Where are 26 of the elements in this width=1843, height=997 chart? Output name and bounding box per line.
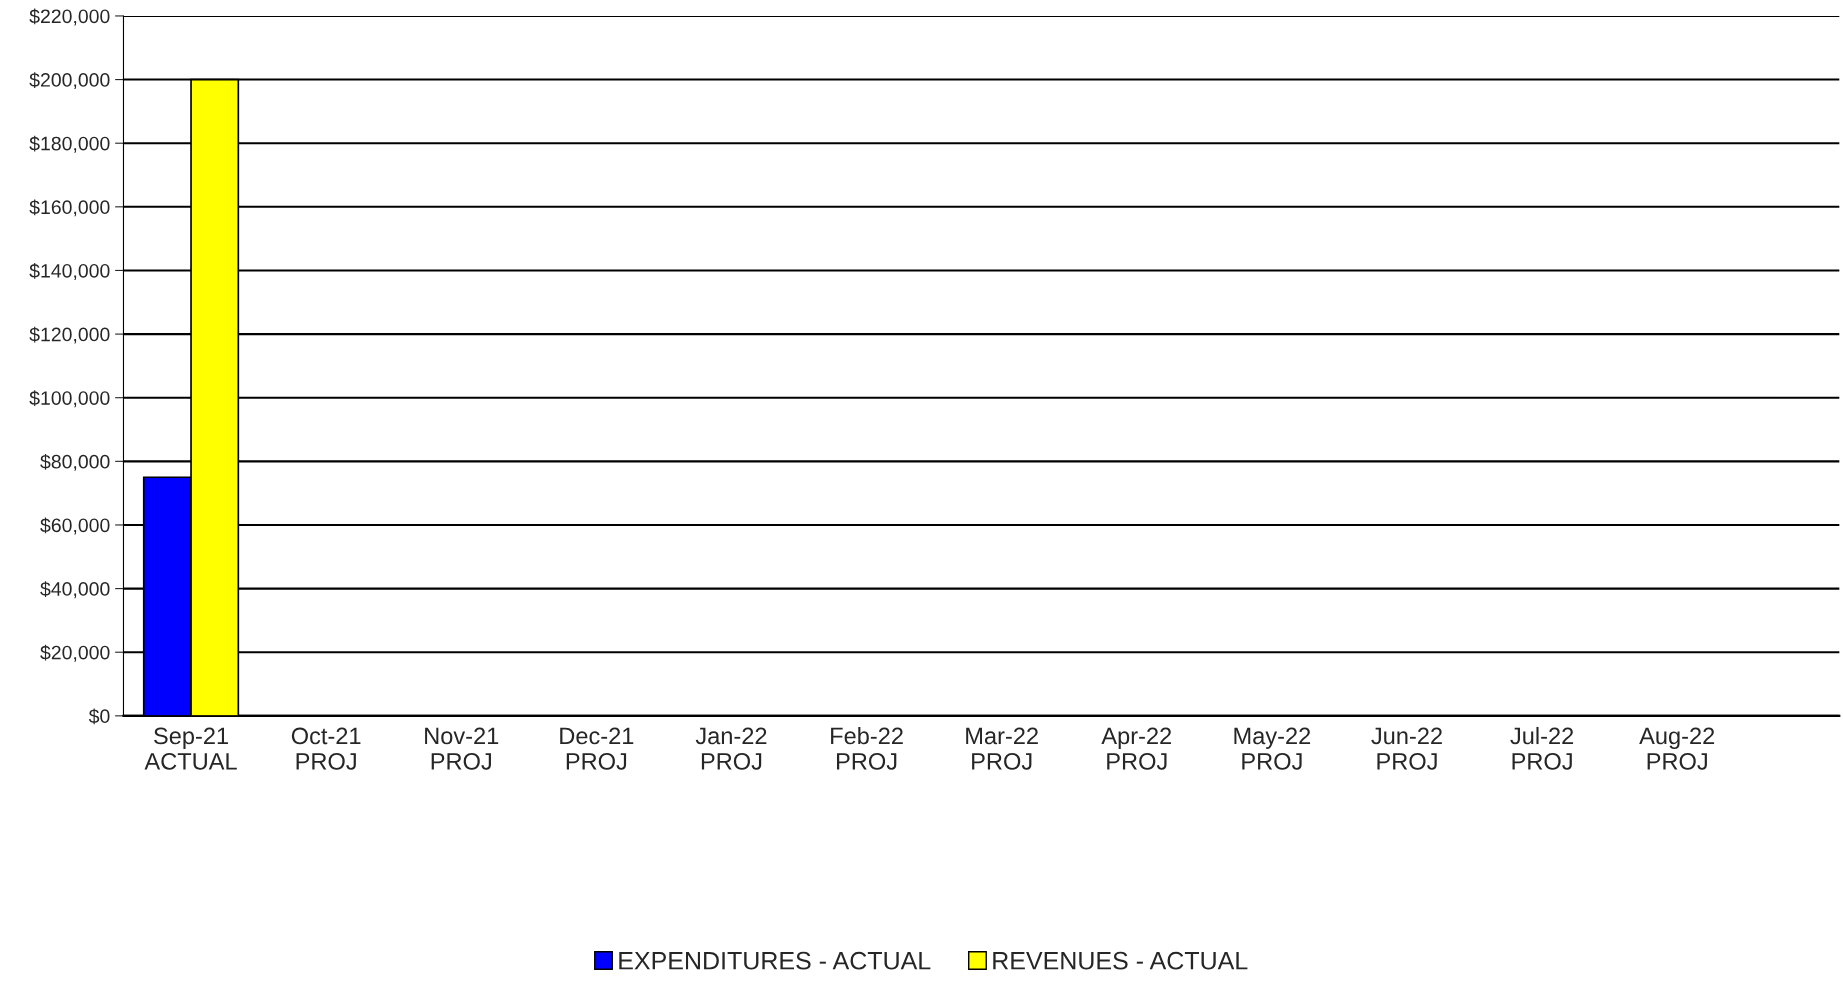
y-tick-label: $0 — [88, 708, 110, 725]
x-tick-label: Oct-21 PROJ — [291, 727, 361, 770]
x-tick-label: Jun-22 PROJ — [1371, 727, 1442, 770]
y-tick-label: $120,000 — [29, 326, 110, 344]
y-tick-label: $220,000 — [29, 8, 110, 26]
y-tick-label: $180,000 — [29, 135, 110, 153]
x-tick-label: Dec-21 PROJ — [560, 727, 634, 770]
y-tick-label: $40,000 — [40, 581, 110, 599]
y-tick-label: $140,000 — [29, 263, 110, 280]
x-tick-label: Feb-22 PROJ — [831, 726, 903, 770]
x-tick-label: May-22 PROJ — [1234, 727, 1311, 770]
x-tick-label: Sep-21 ACTUAL — [144, 727, 237, 770]
y-tick-label: $200,000 — [29, 72, 110, 90]
y-tick-label: $100,000 — [29, 390, 110, 408]
x-tick-label: Nov-21 PROJ — [425, 727, 499, 770]
y-tick-label: $60,000 — [40, 517, 110, 535]
x-tick-label: Mar-22 PROJ — [966, 727, 1038, 770]
legend-label: EXPENDITURES - ACTUAL — [619, 951, 931, 970]
y-tick-label: $20,000 — [40, 644, 110, 662]
x-tick-label: Jan-22 PROJ — [695, 727, 767, 770]
y-tick-label: $80,000 — [40, 453, 110, 471]
y-tick-label: $160,000 — [29, 199, 110, 217]
x-tick-label: Jul-22 PROJ — [1510, 726, 1574, 770]
legend-label: REVENUES - ACTUAL — [993, 951, 1248, 970]
x-tick-label: Apr-22 PROJ — [1101, 727, 1172, 770]
x-tick-label: Aug-22 PROJ — [1639, 727, 1715, 770]
